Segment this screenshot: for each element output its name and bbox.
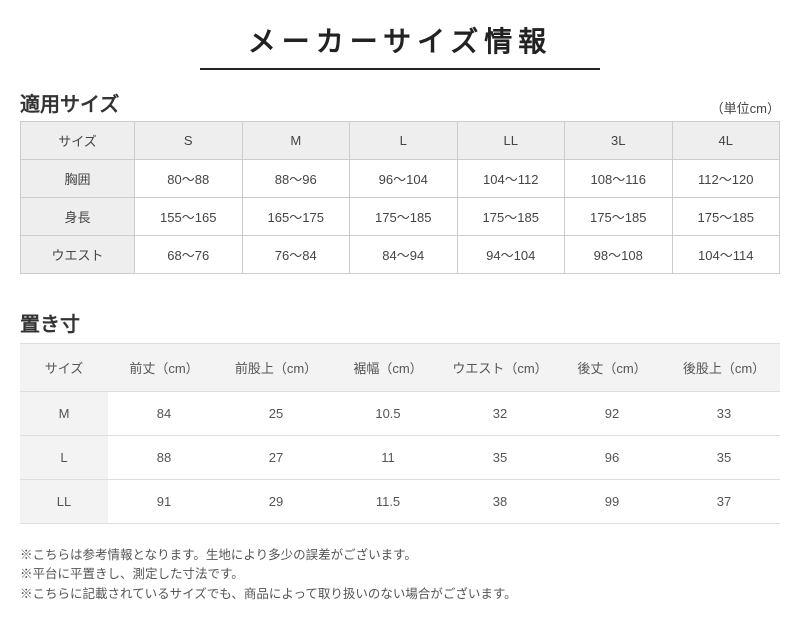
cell: 68～76 [135,236,243,274]
row-label: ウエスト [21,236,135,274]
table-row: サイズ 前丈（cm） 前股上（cm） 裾幅（cm） ウエスト（cm） 後丈（cm… [20,344,780,392]
section1-header-row: 適用サイズ （単位cm） [20,88,780,117]
cell: 11 [332,436,444,480]
table-row: M 84 25 10.5 32 92 33 [20,392,780,436]
flat-measurement-table: サイズ 前丈（cm） 前股上（cm） 裾幅（cm） ウエスト（cm） 後丈（cm… [20,343,780,524]
note-line: ※平台に平置きし、測定した寸法です。 [20,565,780,584]
row-label: M [20,392,108,436]
notes-block: ※こちらは参考情報となります。生地により多少の誤差がございます。 ※平台に平置き… [20,546,780,604]
cell: 175～185 [672,198,780,236]
col-header-size: サイズ [20,344,108,392]
col-header-size: サイズ [21,122,135,160]
table-row: 胸囲 80～88 88～96 96～104 104～112 108～116 11… [21,160,780,198]
cell: 104～112 [457,160,565,198]
cell: 155～165 [135,198,243,236]
section2-title: 置き寸 [20,308,780,337]
cell: 91 [108,480,220,524]
col-header: M [242,122,350,160]
cell: 96～104 [350,160,458,198]
table-row: ウエスト 68～76 76～84 84～94 94～104 98～108 104… [21,236,780,274]
col-header: LL [457,122,565,160]
cell: 84～94 [350,236,458,274]
row-label: L [20,436,108,480]
table-row: サイズ S M L LL 3L 4L [21,122,780,160]
cell: 99 [556,480,668,524]
page-title: メーカーサイズ情報 [200,20,600,70]
cell: 104～114 [672,236,780,274]
cell: 25 [220,392,332,436]
applicable-size-table: サイズ S M L LL 3L 4L 胸囲 80～88 88～96 96～104… [20,121,780,274]
cell: 35 [668,436,780,480]
col-header: 後股上（cm） [668,344,780,392]
col-header: 後丈（cm） [556,344,668,392]
cell: 112～120 [672,160,780,198]
note-line: ※こちらは参考情報となります。生地により多少の誤差がございます。 [20,546,780,565]
table-row: 身長 155～165 165～175 175～185 175～185 175～1… [21,198,780,236]
cell: 175～185 [350,198,458,236]
col-header: 3L [565,122,673,160]
col-header: 前丈（cm） [108,344,220,392]
cell: 165～175 [242,198,350,236]
cell: 27 [220,436,332,480]
cell: 37 [668,480,780,524]
cell: 33 [668,392,780,436]
cell: 98～108 [565,236,673,274]
col-header: 裾幅（cm） [332,344,444,392]
unit-label: （単位cm） [711,98,780,117]
cell: 88 [108,436,220,480]
cell: 35 [444,436,556,480]
cell: 32 [444,392,556,436]
row-label: 身長 [21,198,135,236]
col-header: ウエスト（cm） [444,344,556,392]
cell: 80～88 [135,160,243,198]
cell: 10.5 [332,392,444,436]
cell: 38 [444,480,556,524]
row-label: LL [20,480,108,524]
col-header: L [350,122,458,160]
cell: 108～116 [565,160,673,198]
cell: 92 [556,392,668,436]
col-header: S [135,122,243,160]
cell: 88～96 [242,160,350,198]
cell: 96 [556,436,668,480]
cell: 11.5 [332,480,444,524]
col-header: 前股上（cm） [220,344,332,392]
cell: 29 [220,480,332,524]
section1-title: 適用サイズ [20,88,119,117]
note-line: ※こちらに記載されているサイズでも、商品によって取り扱いのない場合がございます。 [20,585,780,604]
cell: 76～84 [242,236,350,274]
cell: 175～185 [457,198,565,236]
cell: 175～185 [565,198,673,236]
cell: 94～104 [457,236,565,274]
row-label: 胸囲 [21,160,135,198]
table-row: LL 91 29 11.5 38 99 37 [20,480,780,524]
table-row: L 88 27 11 35 96 35 [20,436,780,480]
cell: 84 [108,392,220,436]
col-header: 4L [672,122,780,160]
